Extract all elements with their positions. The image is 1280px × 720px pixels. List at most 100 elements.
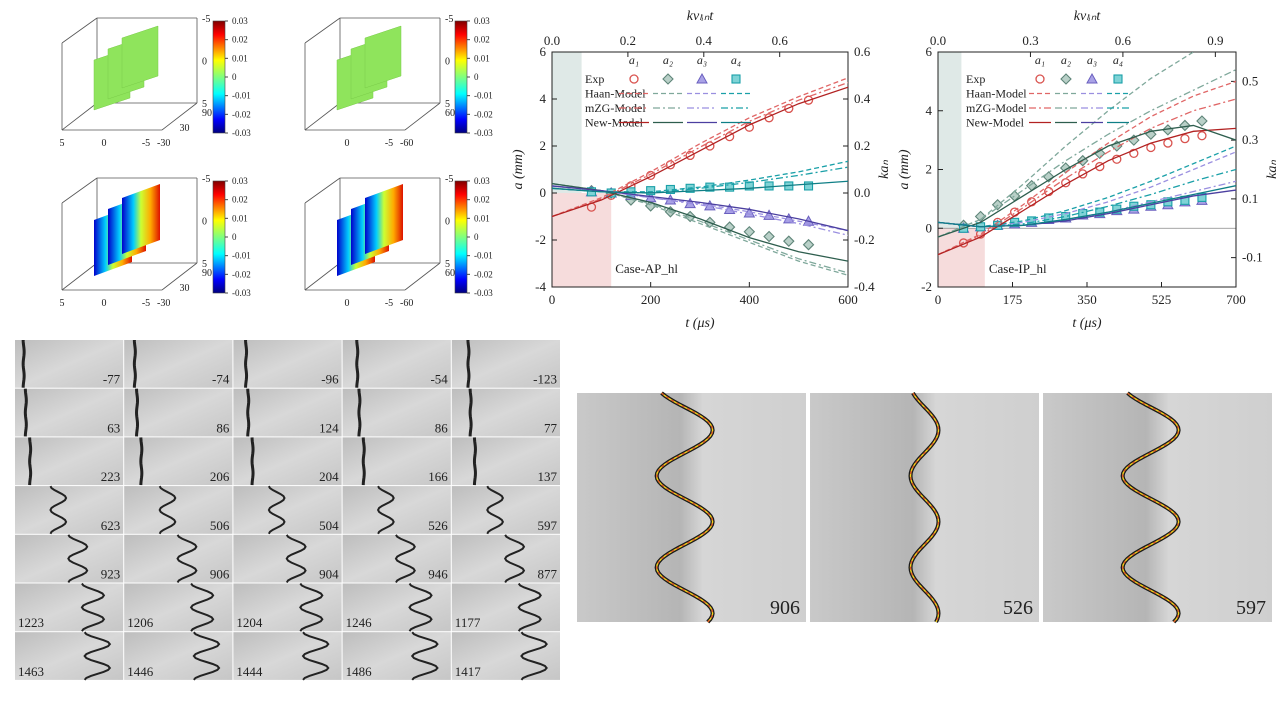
plot-frame: [551, 51, 849, 288]
frame-time-label: 506: [210, 518, 230, 533]
shock-front: [21, 339, 26, 388]
x-tick-label: -5: [385, 138, 393, 149]
case-label: Case-AP_hl: [615, 261, 678, 276]
legend-label: Haan-Model: [966, 87, 1027, 101]
marker: [783, 235, 795, 247]
photo-time-label: 526: [1003, 597, 1033, 619]
y-tick-label: -4: [535, 279, 546, 294]
surface-sheet: [365, 184, 403, 254]
frame-time-label: 86: [435, 420, 449, 435]
marker: [784, 103, 794, 114]
frame-time-label: 166: [428, 469, 448, 484]
y-tick-label: -2: [921, 279, 932, 294]
photo-cell: [233, 388, 342, 437]
colorbar-tick-label: 0.03: [474, 16, 490, 26]
legend-label: mZG-Model: [585, 101, 646, 115]
marker: [1093, 147, 1106, 160]
y-tick-label: -60: [400, 298, 413, 309]
x2-tick-label: 0.2: [620, 33, 636, 48]
frame-time-label: 1204: [236, 615, 263, 630]
frame-time-label: 77: [544, 420, 558, 435]
photo-cell: [451, 437, 560, 486]
surface-panel: -5 0 5 0 -5 -60 60 0.03 0.02 0.01 0 -0.01 -0.02 -0.03: [304, 174, 493, 309]
colorbar-tick-label: -0.02: [474, 269, 493, 279]
x-tick-label: 200: [641, 292, 661, 307]
y2-tick-label: -0.4: [854, 279, 875, 294]
shaded-span: [938, 52, 962, 229]
shock-front: [80, 582, 106, 632]
shock-front: [299, 582, 324, 632]
x-axis-title: t (μs): [1072, 316, 1102, 331]
photo: [577, 393, 806, 622]
box-edge: [161, 102, 198, 131]
marker: [1095, 207, 1105, 217]
z-tick-label: 0: [202, 217, 207, 228]
photo-cell: [342, 437, 451, 486]
model-line: [938, 124, 1236, 238]
frame-time-label: 1177: [455, 615, 481, 630]
legend-label: Exp: [585, 72, 604, 86]
z-tick-label: 0: [445, 217, 450, 228]
photo: [810, 393, 1039, 622]
colorbar: [212, 20, 226, 134]
frame-time-label: 124: [319, 420, 339, 435]
frame-time-label: 223: [101, 469, 121, 484]
z-tick-label: 0: [445, 57, 450, 68]
photo-cell: [124, 486, 233, 534]
frame-time-label: 504: [319, 518, 339, 533]
colorbar: [454, 180, 468, 294]
box-edge: [61, 17, 98, 44]
photo-cell: [451, 583, 560, 632]
marker: [802, 238, 815, 251]
colorbar: [212, 180, 226, 294]
colorbar-tick-label: -0.03: [232, 128, 251, 138]
colorbar-tick-label: 0: [232, 232, 237, 242]
y-tick-label: 90: [202, 108, 212, 119]
legend-label: New-Model: [585, 116, 644, 130]
y2-tick-label: 0.4: [854, 91, 871, 106]
model-line: [552, 180, 848, 194]
colorbar-tick-label: -0.01: [232, 251, 251, 261]
marker: [1197, 131, 1207, 141]
y2-axis-title: kaₙ: [877, 160, 892, 179]
photo-cell: [342, 486, 451, 534]
marker: [1196, 115, 1208, 127]
frame-time-label: 63: [107, 420, 120, 435]
photo-cell: [124, 340, 233, 388]
z-tick-label: -5: [202, 174, 210, 185]
surface-panel: -5 0 5 5 0 -5 -30 30 90 0.03 0.02 0.01 0 -0.01 -0.02 -0…: [60, 14, 252, 149]
y2-tick-label: 0.3: [1242, 132, 1258, 147]
marker: [1086, 72, 1098, 84]
marker: [1095, 161, 1105, 172]
shock-front: [285, 534, 307, 584]
marker: [803, 181, 814, 191]
x2-axis-title: kvₗᵢₙt: [1074, 9, 1102, 24]
shock-front: [28, 437, 33, 486]
y-tick-label: 6: [540, 44, 547, 59]
y2-tick-label: 0.5: [1242, 73, 1258, 88]
y-tick-label: -30: [157, 138, 170, 149]
colorbar-tick-label: 0.01: [232, 53, 248, 63]
marker: [803, 95, 814, 105]
colorbar-tick-label: 0: [474, 72, 479, 82]
y-tick-label: -60: [400, 138, 413, 149]
shock-front: [158, 485, 177, 535]
marker: [662, 73, 674, 85]
legend-label: mZG-Model: [966, 101, 1027, 115]
model-line: [938, 52, 1195, 238]
colorbar-tick-label: 0.01: [232, 213, 248, 223]
legend-header: a₂: [1061, 53, 1071, 67]
shock-front: [408, 582, 433, 632]
z-tick-label: -5: [445, 174, 453, 185]
frame-time-label: 1206: [127, 615, 154, 630]
frame-time-label: 526: [428, 518, 448, 533]
marker: [1179, 119, 1191, 132]
z-tick-label: -5: [202, 14, 210, 25]
colorbar-tick-label: 0.03: [474, 176, 490, 186]
box-edge: [161, 262, 198, 291]
shock-front: [83, 631, 112, 681]
legend-header: a₃: [697, 53, 707, 67]
frame-time-label: 1463: [18, 664, 44, 679]
